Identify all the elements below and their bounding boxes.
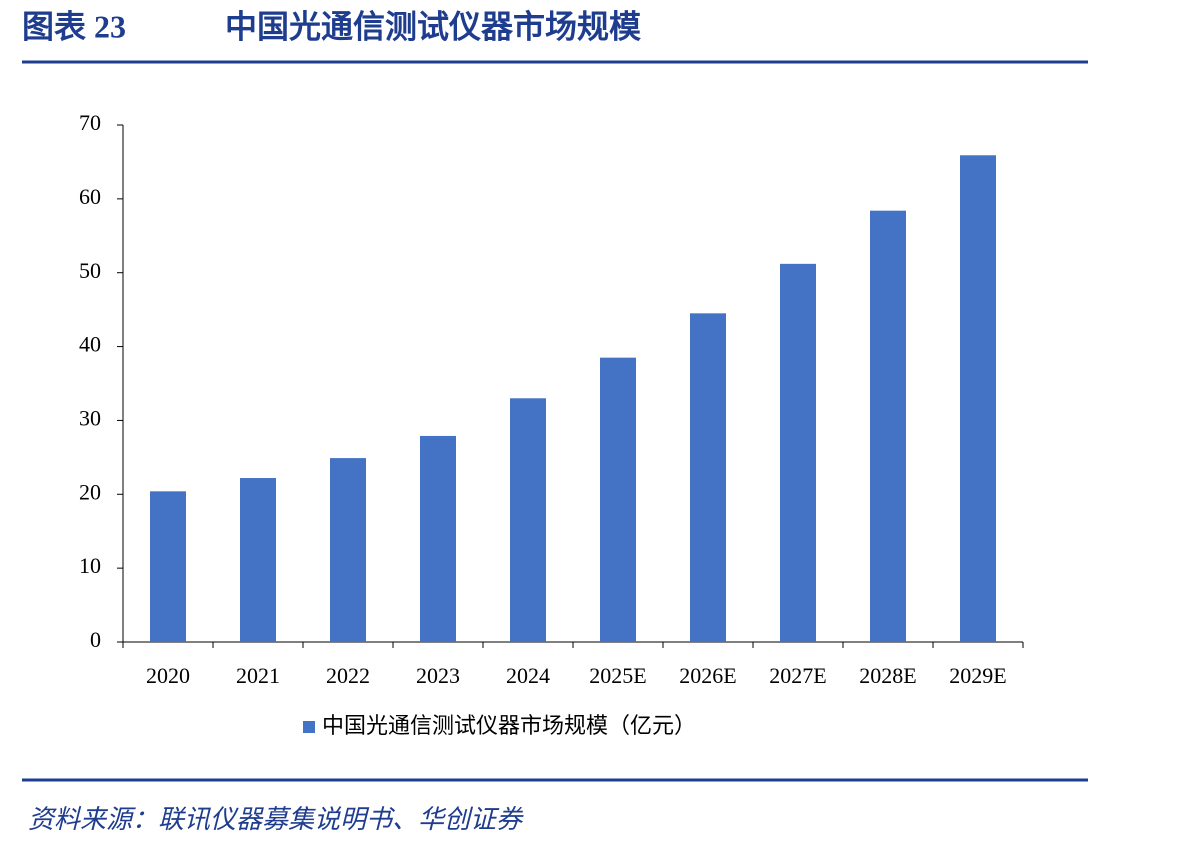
bar xyxy=(960,155,996,642)
y-tick-label: 10 xyxy=(79,553,101,578)
bar xyxy=(150,491,186,642)
chart-title: 中国光通信测试仪器市场规模 xyxy=(225,8,641,44)
bar xyxy=(330,458,366,642)
bar xyxy=(420,435,456,642)
figure-label: 图表 23 xyxy=(22,8,126,44)
y-tick-label: 50 xyxy=(79,258,101,283)
y-tick-label: 30 xyxy=(79,405,101,430)
x-tick-label: 2023 xyxy=(416,663,460,688)
x-tick-label: 2029E xyxy=(949,663,1006,688)
y-tick-label: 0 xyxy=(90,627,101,652)
y-tick-label: 40 xyxy=(79,332,101,357)
legend-label: 中国光通信测试仪器市场规模（亿元） xyxy=(322,713,696,738)
bar xyxy=(780,263,816,642)
y-tick-label: 70 xyxy=(79,110,101,135)
source: 资料来源：联讯仪器募集说明书、华创证券 xyxy=(28,805,524,834)
y-tick-label: 60 xyxy=(79,184,101,209)
legend-swatch xyxy=(303,721,315,733)
bar xyxy=(510,398,546,642)
y-tick-label: 20 xyxy=(79,479,101,504)
bar xyxy=(600,357,636,642)
x-tick-label: 2020 xyxy=(146,663,190,688)
x-tick-label: 2021 xyxy=(236,663,280,688)
bar xyxy=(870,210,906,642)
x-tick-label: 2028E xyxy=(859,663,916,688)
x-tick-label: 2026E xyxy=(679,663,736,688)
x-tick-label: 2022 xyxy=(326,663,370,688)
x-tick-label: 2024 xyxy=(506,663,550,688)
x-tick-label: 2027E xyxy=(769,663,826,688)
x-tick-label: 2025E xyxy=(589,663,646,688)
bar xyxy=(240,478,276,642)
bar xyxy=(690,313,726,642)
